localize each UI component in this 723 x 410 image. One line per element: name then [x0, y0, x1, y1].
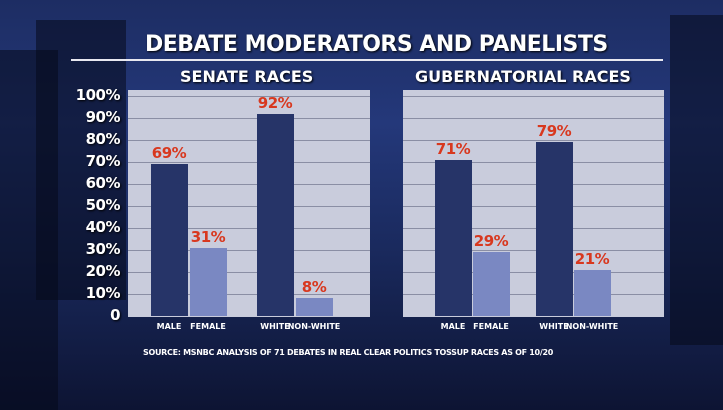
gridline [403, 184, 664, 185]
y-tick-label: 100% [75, 86, 121, 104]
y-tick-label: 80% [85, 130, 121, 148]
y-tick-label: 20% [85, 262, 121, 280]
gridline [128, 162, 370, 163]
bg-block [670, 15, 723, 345]
category-label: NON-WHITE [287, 322, 341, 331]
bar-white [536, 142, 573, 316]
y-tick-label: 90% [85, 108, 121, 126]
category-label: FEMALE [190, 322, 226, 331]
gridline [128, 294, 370, 295]
category-label: FEMALE [473, 322, 509, 331]
bar-male [435, 159, 472, 316]
y-tick-label: 40% [85, 218, 121, 236]
y-tick-label: 30% [85, 240, 121, 258]
gridline [128, 228, 370, 229]
gridline [128, 118, 370, 119]
gridline [403, 228, 664, 229]
panel-title: SENATE RACES [180, 67, 314, 86]
category-label: MALE [440, 322, 466, 331]
bar-female [473, 252, 510, 316]
title-rule [71, 59, 663, 61]
gridline [128, 140, 370, 141]
gridline [128, 250, 370, 251]
bar-male [151, 164, 188, 316]
data-label: 8% [301, 278, 327, 297]
gridline [403, 206, 664, 207]
gridline [403, 272, 664, 273]
y-tick-label: 10% [85, 284, 121, 302]
category-label: MALE [156, 322, 182, 331]
bar-female [190, 247, 227, 316]
gridline [128, 206, 370, 207]
chart-title: DEBATE MODERATORS AND PANELISTS [145, 32, 608, 57]
source-note: SOURCE: MSNBC ANALYSIS OF 71 DEBATES IN … [143, 348, 553, 357]
data-label: 69% [151, 144, 187, 163]
data-label: 92% [257, 93, 293, 112]
gridline [128, 184, 370, 185]
gridline [128, 272, 370, 273]
bar-white [257, 113, 294, 316]
bar-non-white [574, 269, 611, 316]
gridline [403, 162, 664, 163]
data-label: 29% [473, 232, 509, 251]
gridline [403, 140, 664, 141]
data-label: 21% [574, 249, 610, 268]
y-tick-label: 0 [110, 306, 120, 324]
gridline [403, 250, 664, 251]
category-label: WHITE [260, 322, 290, 331]
data-label: 31% [190, 227, 226, 246]
gridline [403, 118, 664, 119]
data-label: 79% [536, 122, 572, 141]
panel-title: GUBERNATORIAL RACES [415, 67, 631, 86]
y-tick-label: 60% [85, 174, 121, 192]
category-label: NON-WHITE [565, 322, 619, 331]
gridline [128, 96, 370, 97]
bar-non-white [296, 298, 333, 316]
y-tick-label: 50% [85, 196, 121, 214]
bg-block [36, 20, 126, 300]
category-label: WHITE [539, 322, 569, 331]
gridline [403, 96, 664, 97]
gridline [403, 294, 664, 295]
data-label: 71% [435, 139, 471, 158]
y-tick-label: 70% [85, 152, 121, 170]
